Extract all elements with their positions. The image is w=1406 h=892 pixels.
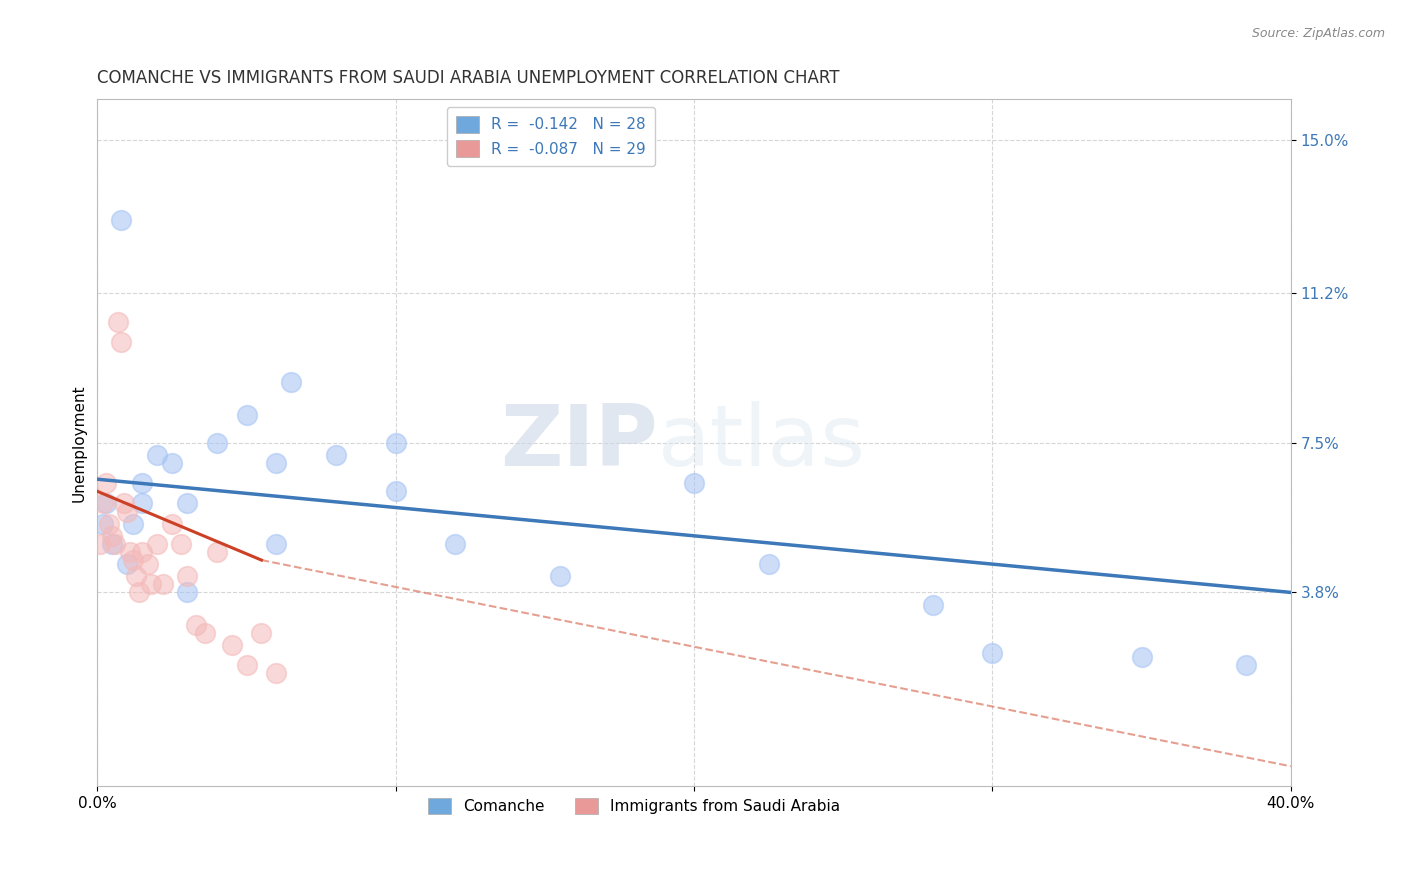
Point bbox=[444, 537, 467, 551]
Point bbox=[98, 516, 121, 531]
Point bbox=[139, 577, 162, 591]
Point bbox=[115, 557, 138, 571]
Point bbox=[205, 435, 228, 450]
Point bbox=[146, 537, 169, 551]
Point bbox=[89, 537, 111, 551]
Point bbox=[981, 646, 1004, 660]
Point bbox=[160, 456, 183, 470]
Point bbox=[758, 557, 780, 571]
Point bbox=[194, 625, 217, 640]
Legend: Comanche, Immigrants from Saudi Arabia: Comanche, Immigrants from Saudi Arabia bbox=[419, 789, 849, 823]
Text: COMANCHE VS IMMIGRANTS FROM SAUDI ARABIA UNEMPLOYMENT CORRELATION CHART: COMANCHE VS IMMIGRANTS FROM SAUDI ARABIA… bbox=[97, 69, 839, 87]
Point bbox=[91, 516, 114, 531]
Point bbox=[122, 553, 145, 567]
Point bbox=[184, 617, 207, 632]
Point bbox=[384, 435, 406, 450]
Point bbox=[120, 545, 142, 559]
Point bbox=[266, 537, 288, 551]
Point bbox=[170, 537, 193, 551]
Point bbox=[146, 448, 169, 462]
Point bbox=[683, 476, 706, 491]
Point bbox=[112, 496, 135, 510]
Point bbox=[176, 496, 198, 510]
Point bbox=[160, 516, 183, 531]
Point bbox=[152, 577, 174, 591]
Point bbox=[91, 496, 114, 510]
Point bbox=[110, 334, 132, 349]
Point bbox=[921, 598, 943, 612]
Point bbox=[1130, 650, 1153, 665]
Point bbox=[235, 658, 257, 673]
Point bbox=[176, 569, 198, 583]
Point bbox=[96, 496, 118, 510]
Point bbox=[1234, 658, 1257, 673]
Point bbox=[325, 448, 347, 462]
Point bbox=[384, 484, 406, 499]
Point bbox=[176, 585, 198, 599]
Point bbox=[107, 314, 129, 328]
Point bbox=[280, 375, 302, 389]
Point bbox=[235, 408, 257, 422]
Point bbox=[131, 496, 153, 510]
Point bbox=[125, 569, 148, 583]
Point bbox=[128, 585, 150, 599]
Text: ZIP: ZIP bbox=[501, 401, 658, 484]
Point bbox=[131, 545, 153, 559]
Point bbox=[110, 213, 132, 227]
Point bbox=[221, 638, 243, 652]
Point bbox=[548, 569, 571, 583]
Point bbox=[136, 557, 159, 571]
Y-axis label: Unemployment: Unemployment bbox=[72, 384, 86, 501]
Point bbox=[122, 516, 145, 531]
Point bbox=[266, 666, 288, 681]
Point bbox=[115, 504, 138, 518]
Point bbox=[266, 456, 288, 470]
Point bbox=[101, 529, 124, 543]
Text: Source: ZipAtlas.com: Source: ZipAtlas.com bbox=[1251, 27, 1385, 40]
Point bbox=[101, 537, 124, 551]
Point bbox=[131, 476, 153, 491]
Point bbox=[96, 476, 118, 491]
Point bbox=[250, 625, 273, 640]
Point bbox=[104, 537, 127, 551]
Point bbox=[205, 545, 228, 559]
Text: atlas: atlas bbox=[658, 401, 866, 484]
